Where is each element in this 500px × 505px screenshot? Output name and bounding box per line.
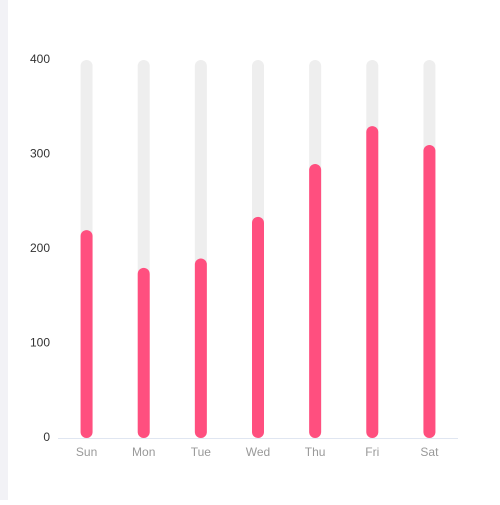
y-tick-label: 400 <box>30 52 50 66</box>
x-tick-label: Wed <box>246 445 270 459</box>
x-tick-label: Sat <box>420 445 439 459</box>
y-tick-label: 200 <box>30 241 50 255</box>
bar <box>80 230 93 438</box>
bar <box>194 258 207 438</box>
x-tick-label: Tue <box>191 445 212 459</box>
y-tick-label: 100 <box>30 336 50 350</box>
bar <box>252 216 264 438</box>
bar <box>423 145 436 439</box>
bar <box>366 126 379 439</box>
bar <box>309 163 322 438</box>
x-tick-label: Thu <box>305 445 326 459</box>
side-strip <box>0 0 8 500</box>
x-tick-label: Sun <box>76 445 97 459</box>
y-tick-label: 300 <box>30 147 50 161</box>
y-tick-label: 0 <box>43 430 50 444</box>
x-tick-label: Mon <box>132 445 155 459</box>
x-tick-label: Fri <box>365 445 379 459</box>
bar <box>137 267 150 438</box>
